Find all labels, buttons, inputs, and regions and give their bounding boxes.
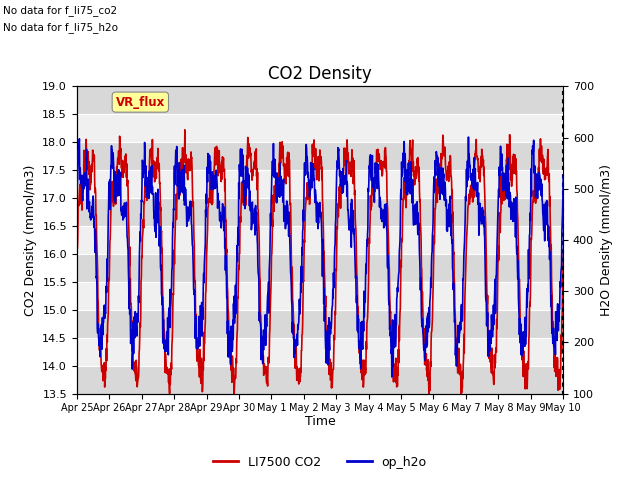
X-axis label: Time: Time bbox=[305, 415, 335, 428]
Bar bbox=[77, 114, 563, 142]
Legend: LI7500 CO2, op_h2o: LI7500 CO2, op_h2o bbox=[209, 451, 431, 474]
Title: CO2 Density: CO2 Density bbox=[268, 65, 372, 84]
Y-axis label: H2O Density (mmol/m3): H2O Density (mmol/m3) bbox=[600, 164, 612, 316]
Bar bbox=[77, 226, 563, 254]
Text: No data for f_li75_h2o: No data for f_li75_h2o bbox=[3, 22, 118, 33]
Y-axis label: CO2 Density (mmol/m3): CO2 Density (mmol/m3) bbox=[24, 164, 36, 316]
Bar bbox=[77, 170, 563, 198]
Bar bbox=[77, 338, 563, 366]
Bar bbox=[77, 282, 563, 310]
Text: No data for f_li75_co2: No data for f_li75_co2 bbox=[3, 5, 117, 16]
Text: VR_flux: VR_flux bbox=[116, 96, 165, 108]
